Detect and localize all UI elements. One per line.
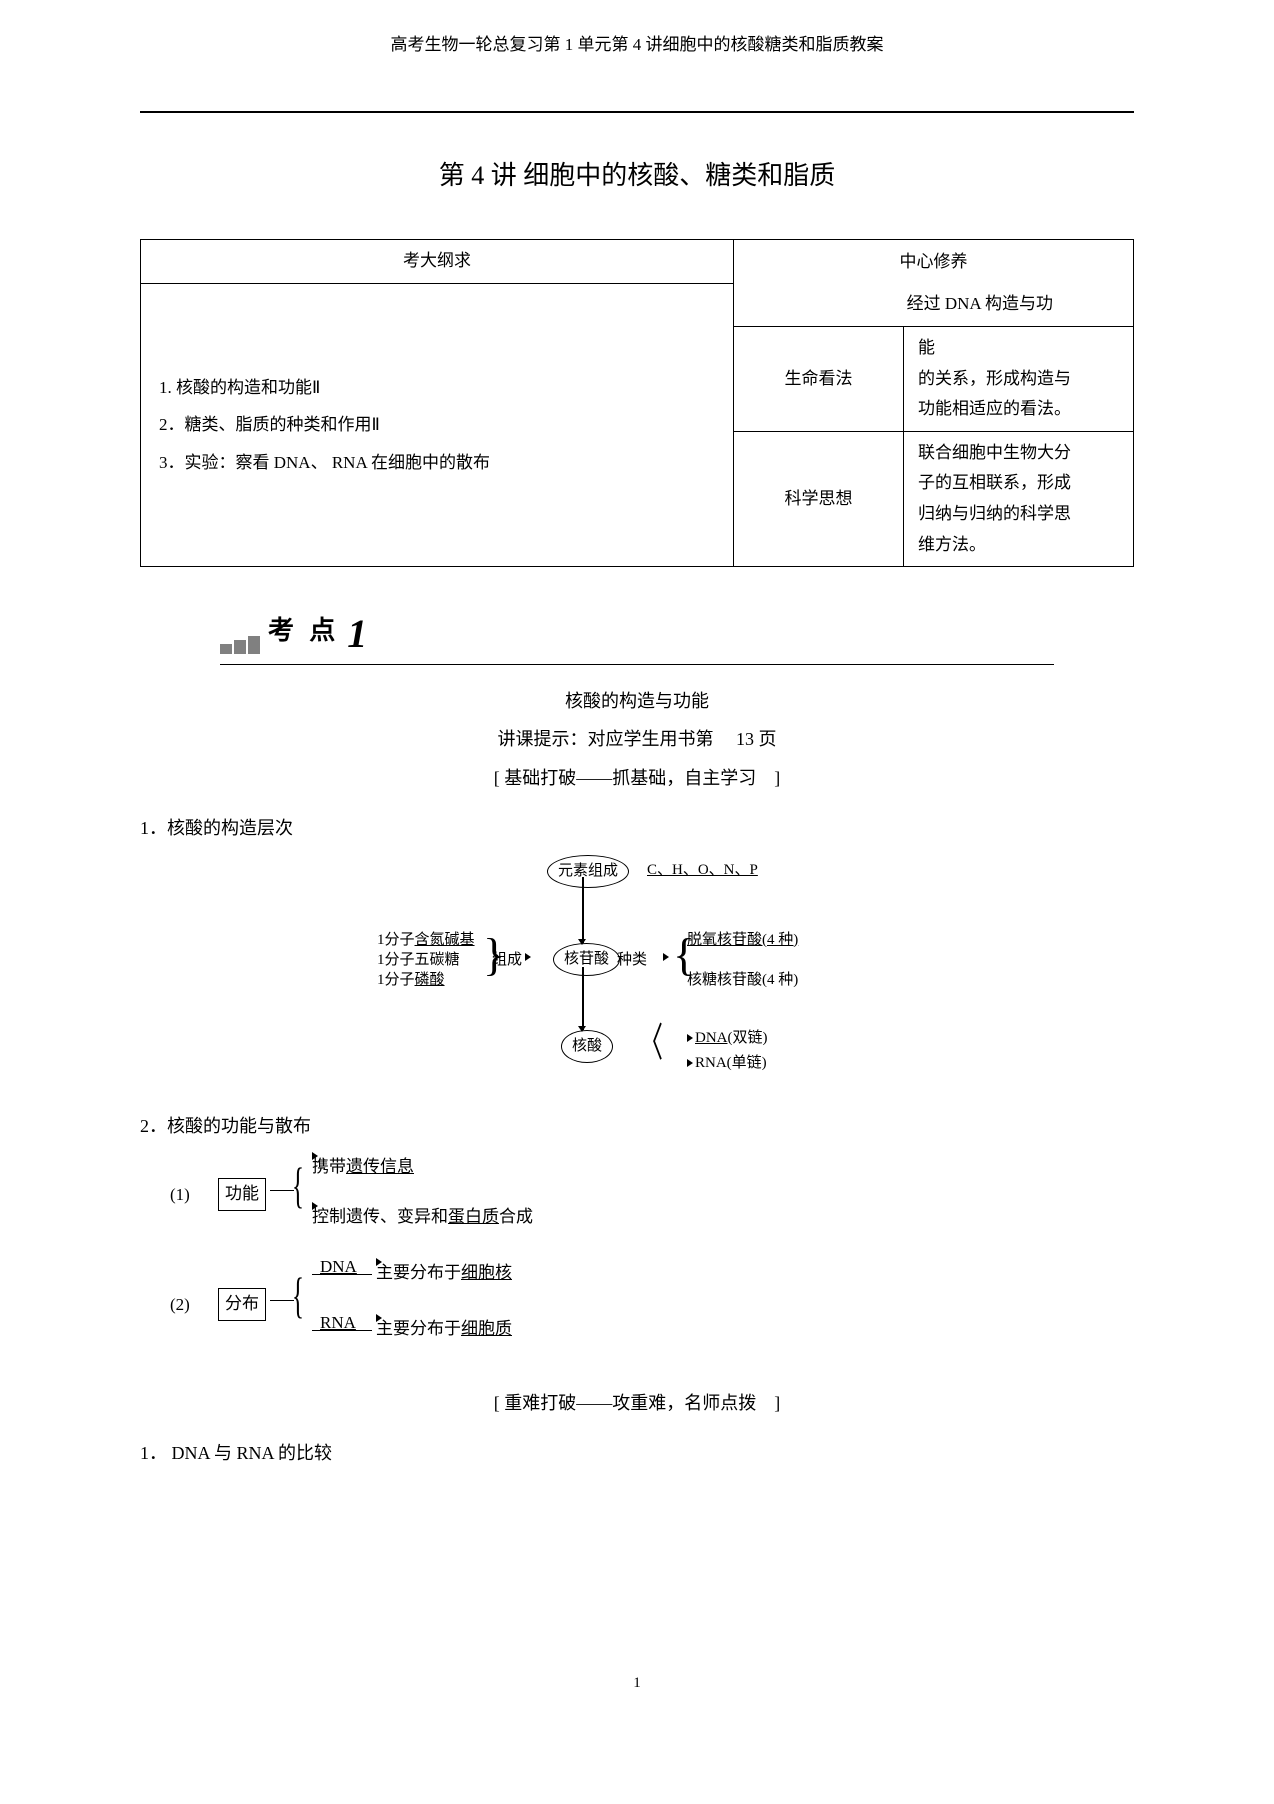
centered-line-1: 核酸的构造与功能 [140,685,1134,717]
syllabus-table: 考大纲求 中心修养 1. 核酸的构造和功能Ⅱ 2．糖类、脂质的种类和作用Ⅱ 3．… [140,239,1134,567]
centered-line-2a: 讲课提示：对应学生用书第 [498,729,714,749]
d2-dna-label: DNA [320,1252,357,1283]
syllabus-col2-sub: 经过 DNA 构造与功 [734,283,1134,326]
d1-dna: DNA(双链) [687,1025,768,1052]
d2-l2a: 主要分布于细胞核 [376,1258,512,1289]
d2-underline [312,1274,372,1275]
brace-icon: { [292,1270,304,1320]
arrowhead-down-icon [578,1026,586,1032]
brace-right2-icon: 〈 [639,1019,663,1067]
section-4: 1． DNA 与 RNA 的比较 [140,1437,1134,1469]
d1-ribo: 核糖核苷酸(4 种) [687,967,798,994]
d2-box-function: 功能 [218,1178,266,1211]
d1-arrow-down-2 [582,967,584,1030]
arrow-icon [663,953,669,961]
d2-box-distribution: 分布 [218,1288,266,1321]
top-rule [140,111,1134,113]
d2-n1: (1) [170,1180,190,1211]
kaodian-heading: 考 点 1 [220,607,1134,654]
d2-l2b: 主要分布于细胞质 [376,1314,512,1345]
syllabus-col1-header: 考大纲求 [141,240,734,284]
d1-zhonglei: 种类 [617,947,647,974]
d1-arrow-down-1 [582,877,584,943]
d1-composition: C、H、O、N、P [647,857,758,884]
d1-zucheng: 组成 [492,947,522,974]
d1-rna: RNA(单链) [687,1050,767,1077]
kaodian-number: 1 [347,614,367,654]
diagram-function-distribution: (1) 功能 { 携带遗传信息 控制遗传、变异和蛋白质合成 (2) 分布 { D… [170,1152,730,1362]
syllabus-r2c2a: 科学思想 [734,431,904,566]
centered-line-2b: 13 页 [736,729,777,749]
section-3-centered: [ 重难打破——攻重难，名师点拨 ] [140,1387,1134,1419]
brace-icon: { [292,1160,304,1210]
d2-connector [270,1300,294,1301]
syllabus-col2-header: 中心修养 [734,240,1134,284]
section-1: 1．核酸的构造层次 [140,812,1134,844]
d2-l1a: 携带遗传信息 [312,1152,414,1183]
d1-elem-oval: 元素组成 [547,855,629,888]
centered-line-2: 讲课提示：对应学生用书第 13 页 [140,723,1134,755]
d2-rna-label: RNA [320,1308,356,1339]
d1-left3: 1分子磷酸 [377,967,445,994]
diagram-structure-levels: 元素组成 C、H、O、N、P 1分子含氮碱基 1分子五碳糖 1分子磷酸 } 组成… [377,855,897,1085]
syllabus-r2c2b: 联合细胞中生物大分 子的互相联系，形成 归纳与归纳的科学思 维方法。 [904,431,1134,566]
kaodian-bars-icon [220,636,260,654]
d2-connector [270,1190,294,1191]
centered-line-3: [ 基础打破——抓基础，自主学习 ] [140,762,1134,794]
syllabus-r1c2b: 能 的关系，形成构造与 功能相适应的看法。 [904,327,1134,432]
kaodian-underline [220,664,1054,665]
arrowhead-down-icon [578,939,586,945]
d1-deoxy: 脱氧核苷酸(4 种) [687,927,798,954]
d1-nucleic-acid-oval: 核酸 [561,1030,613,1063]
arrow-icon [525,953,531,961]
d2-l1b: 控制遗传、变异和蛋白质合成 [312,1202,533,1233]
syllabus-r1c2a: 生命看法 [734,327,904,432]
page-number: 1 [140,1670,1134,1697]
kaodian-label: 考 点 [268,607,339,654]
section-2: 2．核酸的功能与散布 [140,1110,1134,1142]
d2-underline [312,1330,372,1331]
syllabus-requirements: 1. 核酸的构造和功能Ⅱ 2．糖类、脂质的种类和作用Ⅱ 3．实验：察看 DNA、… [141,283,734,566]
syllabus-req-1: 1. 核酸的构造和功能Ⅱ [159,369,715,406]
syllabus-req-3: 3．实验：察看 DNA、 RNA 在细胞中的散布 [159,444,715,481]
page-header: 高考生物一轮总复习第 1 单元第 4 讲细胞中的核酸糖类和脂质教案 [140,30,1134,61]
d2-n2: (2) [170,1290,190,1321]
main-title: 第 4 讲 细胞中的核酸、糖类和脂质 [140,153,1134,200]
syllabus-req-2: 2．糖类、脂质的种类和作用Ⅱ [159,406,715,443]
d1-nucleotide-oval: 核苷酸 [553,943,620,976]
